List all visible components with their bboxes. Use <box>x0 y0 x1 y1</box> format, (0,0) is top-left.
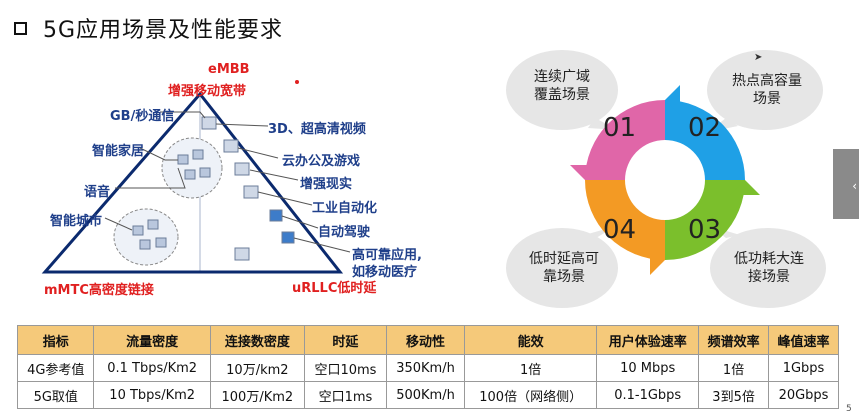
table-row: 5G取值 10 Tbps/Km2 100万/Km2 空口1ms 500Km/h … <box>16 381 839 409</box>
table-cell: 350Km/h <box>386 354 466 382</box>
urllc-label: uRLLC低时延 <box>292 281 377 296</box>
bubble-03 <box>710 228 826 308</box>
header-cell: 频谱效率 <box>698 325 770 355</box>
mmtc-cluster <box>113 208 179 266</box>
segment-04 <box>585 180 665 260</box>
table-cell: 10 Tbps/Km2 <box>93 381 211 409</box>
table-row: 4G参考值 0.1 Tbps/Km2 10万/km2 空口10ms 350Km/… <box>16 354 839 382</box>
table-cell: 1倍 <box>464 354 598 382</box>
table-cell: 1倍 <box>698 354 770 382</box>
segment-02-number: 02 <box>688 113 722 143</box>
table-cell: 空口10ms <box>303 354 388 382</box>
bubble-04 <box>506 228 618 308</box>
item-autonomous-driving: 自动驾驶 <box>318 225 371 240</box>
scenario-triangle-diagram <box>41 80 351 274</box>
mouse-cursor-icon: ➤ <box>754 52 763 63</box>
table-cell: 20Gbps <box>768 381 839 409</box>
table-cell: 10万/km2 <box>209 354 305 382</box>
table-cell: 100倍（网络侧） <box>464 381 598 409</box>
item-smart-home: 智能家居 <box>92 144 145 159</box>
segment-04-number: 04 <box>603 215 637 245</box>
header-cell: 能效 <box>464 325 598 355</box>
bubble-01-line1: 连续广域 <box>534 69 590 85</box>
bubble-03-line2: 接场景 <box>748 269 790 285</box>
bubble-02-line2: 场景 <box>753 91 781 107</box>
segment-02 <box>665 100 745 180</box>
table-cell: 3到5倍 <box>698 381 770 409</box>
table-header-row: 指标 流量密度 连接数密度 时延 移动性 能效 用户体验速率 频谱效率 峰值速率 <box>16 325 839 355</box>
item-cloud-office: 云办公及游戏 <box>282 154 361 169</box>
bubble-01 <box>506 50 618 130</box>
item-3d-video: 3D、超高清视频 <box>268 122 366 137</box>
bubble-04-text: 低时延高可 靠场景 <box>520 250 608 286</box>
segment-01-number: 01 <box>603 113 637 143</box>
table-cell: 100万/Km2 <box>209 381 305 409</box>
title-square-icon <box>14 21 27 35</box>
bubble-04-line1: 低时延高可 <box>529 251 599 267</box>
embb-cn-label: 增强移动宽带 <box>168 84 247 99</box>
table-cell: 1Gbps <box>768 354 839 382</box>
scenario-ring-diagram <box>506 50 826 308</box>
bubble-04-line2: 靠场景 <box>543 269 585 285</box>
item-mobile-medical: 如移动医疗 <box>352 265 418 280</box>
table-cell: 5G取值 <box>16 381 95 409</box>
header-cell: 用户体验速率 <box>596 325 700 355</box>
bubble-02-text: 热点高容量 场景 <box>722 72 812 108</box>
mmtc-label: mMTC高密度链接 <box>44 283 154 298</box>
embb-cluster <box>161 137 223 199</box>
header-cell: 峰值速率 <box>768 325 839 355</box>
segment-03 <box>665 180 745 260</box>
table-cell: 0.1-1Gbps <box>596 381 700 409</box>
segment-03-number: 03 <box>688 215 722 245</box>
table-cell: 10 Mbps <box>596 354 700 382</box>
table-cell: 空口1ms <box>303 381 388 409</box>
slide-title: 5G应用场景及性能要求 <box>43 18 284 43</box>
bubble-03-line1: 低功耗大连 <box>734 251 804 267</box>
item-ar: 增强现实 <box>300 177 353 192</box>
triangle-outline <box>41 91 344 274</box>
item-high-reliability: 高可靠应用, <box>352 248 422 263</box>
item-voice: 语音 <box>84 185 111 200</box>
bubble-02-line1: 热点高容量 <box>732 73 802 89</box>
side-panel-toggle-button[interactable]: ‹ <box>833 149 859 219</box>
header-cell: 流量密度 <box>93 325 211 355</box>
bubble-03-text: 低功耗大连 接场景 <box>724 250 814 286</box>
item-industrial-automation: 工业自动化 <box>312 201 378 216</box>
header-cell: 移动性 <box>386 325 466 355</box>
bubble-01-text: 连续广域 覆盖场景 <box>520 68 604 104</box>
performance-table: 指标 流量密度 连接数密度 时延 移动性 能效 用户体验速率 频谱效率 峰值速率… <box>16 325 839 409</box>
header-cell: 连接数密度 <box>209 325 305 355</box>
item-gb-communication: GB/秒通信 <box>110 109 175 124</box>
header-cell: 指标 <box>16 325 95 355</box>
chevron-left-icon: ‹ <box>852 179 857 193</box>
embb-label: eMBB <box>208 62 250 77</box>
header-cell: 时延 <box>303 325 388 355</box>
bubble-01-line2: 覆盖场景 <box>534 87 590 103</box>
table-cell: 0.1 Tbps/Km2 <box>93 354 211 382</box>
corner-mark: 5 <box>846 404 852 414</box>
bubble-02 <box>707 50 823 130</box>
table-cell: 500Km/h <box>386 381 466 409</box>
item-smart-city: 智能城市 <box>50 214 103 229</box>
table-cell: 4G参考值 <box>16 354 95 382</box>
slide-title-row: 5G应用场景及性能要求 <box>14 12 283 44</box>
segment-01 <box>585 100 665 180</box>
